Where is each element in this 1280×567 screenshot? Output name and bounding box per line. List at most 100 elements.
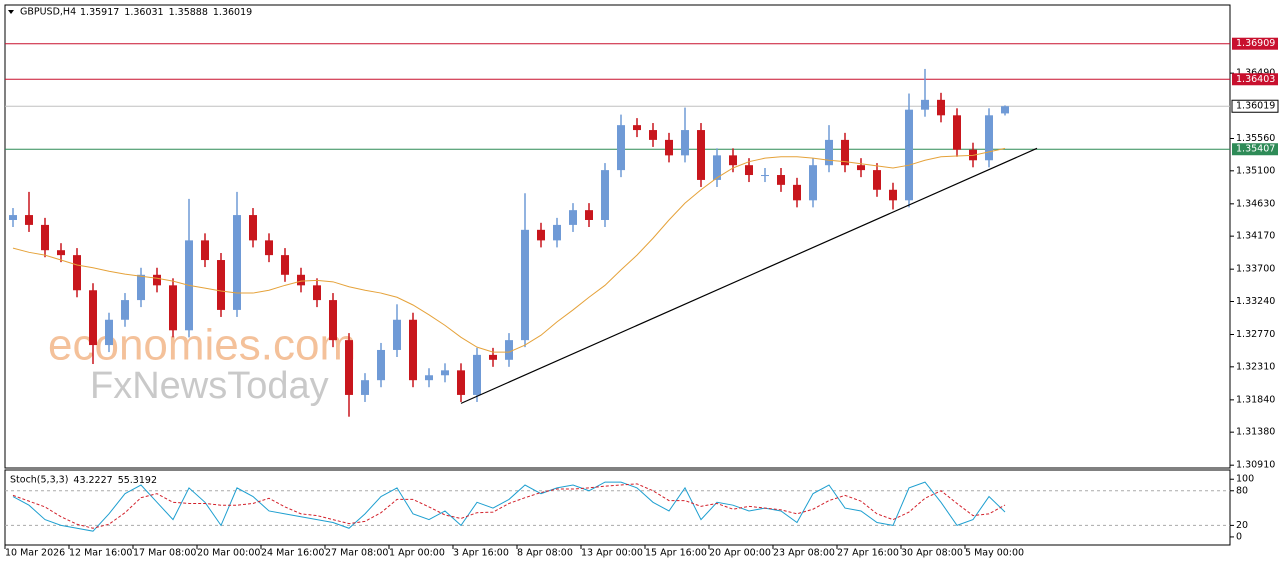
- candle-body: [249, 215, 257, 241]
- candle-body: [569, 210, 577, 225]
- y-tick-label: 1.31380: [1236, 427, 1275, 438]
- x-tick-label: 15 Apr 16:00: [645, 548, 707, 559]
- watermark-text: FxNewsToday: [90, 365, 329, 407]
- x-tick-label: 13 Apr 00:00: [581, 548, 643, 559]
- candle-body: [41, 224, 49, 251]
- x-tick-label: 17 Mar 08:00: [133, 548, 196, 559]
- candle-body: [633, 125, 641, 131]
- level-label: 1.36909: [1236, 38, 1275, 49]
- candle-body: [201, 240, 209, 261]
- stoch-line: [12, 483, 1006, 529]
- x-tick-label: 20 Mar 00:00: [197, 548, 260, 559]
- stoch-line: [12, 481, 1006, 532]
- candle-body: [1001, 106, 1009, 114]
- stoch-value: 43.2227: [73, 475, 112, 486]
- x-tick-label: 20 Apr 00:00: [709, 548, 771, 559]
- stoch-value: 55.3192: [118, 475, 157, 486]
- x-tick-label: 23 Apr 08:00: [773, 548, 835, 559]
- level-label-box: [1232, 143, 1278, 156]
- bid-label-box: [1231, 99, 1279, 113]
- candle-body: [601, 170, 609, 220]
- candle-body: [425, 375, 433, 381]
- symbol-title: GBPUSD,H4: [20, 7, 76, 18]
- header-high: 1.36031: [124, 7, 163, 18]
- x-tick-label: 10 Mar 2026: [5, 548, 65, 559]
- level-label-box: [1232, 73, 1278, 86]
- y-tick-label: 1.35100: [1236, 165, 1275, 176]
- ohlc-header: 1.35917 1.36031 1.35888 1.36019: [80, 7, 252, 18]
- y-tick-label: 1.34630: [1236, 198, 1275, 209]
- y-tick-label: 1.32310: [1236, 361, 1275, 372]
- y-tick-label: 100: [1236, 474, 1254, 485]
- candle-body: [121, 300, 129, 320]
- candle-body: [105, 319, 113, 346]
- candle-body: [777, 175, 785, 185]
- candle-body: [393, 319, 401, 350]
- candle-body: [57, 250, 65, 256]
- candle-body: [505, 340, 513, 360]
- candle-body: [825, 139, 833, 166]
- candle-body: [873, 170, 881, 190]
- x-tick-label: 24 Mar 16:00: [261, 548, 324, 559]
- candle-body: [713, 155, 721, 180]
- candle-body: [681, 130, 689, 156]
- y-tick-label: 1.35560: [1236, 133, 1275, 144]
- y-tick-label: 0: [1236, 531, 1242, 542]
- y-tick-label: 1.30910: [1236, 460, 1275, 471]
- candle-body: [841, 139, 849, 166]
- candle-body: [889, 189, 897, 201]
- level-label: 1.35407: [1236, 144, 1275, 155]
- candle-body: [377, 349, 385, 381]
- candle-body: [313, 285, 321, 301]
- header-close: 1.36019: [213, 7, 252, 18]
- candle-body: [297, 274, 305, 286]
- watermark-text: economies.com: [48, 321, 356, 370]
- candle-body: [441, 370, 449, 376]
- trendline: [460, 147, 1038, 404]
- candle-body: [745, 165, 753, 176]
- candle-body: [617, 125, 625, 171]
- candle-body: [457, 370, 465, 395]
- header-open: 1.35917: [80, 7, 119, 18]
- candle-body: [809, 165, 817, 201]
- candle-body: [281, 255, 289, 275]
- candle-body: [489, 354, 497, 360]
- candle-body: [169, 285, 177, 331]
- menu-arrow[interactable]: [8, 10, 14, 14]
- candle-body: [585, 210, 593, 220]
- candle-body: [233, 215, 241, 310]
- candle-body: [649, 130, 657, 140]
- x-tick-label: 12 Mar 16:00: [69, 548, 132, 559]
- candle-body: [553, 224, 561, 241]
- y-tick-label: 80: [1236, 485, 1248, 496]
- candle-body: [137, 274, 145, 301]
- y-tick-label: 1.33700: [1236, 264, 1275, 275]
- moving-average: [12, 147, 1006, 353]
- y-tick-label: 1.31840: [1236, 394, 1275, 405]
- candle-body: [953, 115, 961, 150]
- candle-body: [345, 340, 353, 395]
- candle-body: [73, 255, 81, 291]
- candle-body: [153, 274, 161, 286]
- candle-body: [793, 184, 801, 201]
- candle-body: [985, 115, 993, 161]
- candle-body: [665, 139, 673, 156]
- y-tick-label: 20: [1236, 520, 1248, 531]
- x-tick-label: 8 Apr 08:00: [517, 548, 573, 559]
- candle-body: [217, 260, 225, 310]
- candle-body: [329, 300, 337, 341]
- candle-body: [265, 240, 273, 256]
- candle-body: [409, 319, 417, 381]
- stoch-frame: [4, 469, 1231, 546]
- candle-body: [857, 165, 865, 171]
- x-tick-label: 1 Apr 00:00: [389, 548, 445, 559]
- candle-body: [537, 229, 545, 241]
- candle-body: [9, 215, 17, 220]
- x-tick-label: 27 Apr 16:00: [837, 548, 899, 559]
- candle-body: [937, 99, 945, 116]
- candle-body: [905, 109, 913, 201]
- x-tick-label: 3 Apr 16:00: [453, 548, 509, 559]
- watermark: economies.com FxNewsToday: [48, 321, 356, 407]
